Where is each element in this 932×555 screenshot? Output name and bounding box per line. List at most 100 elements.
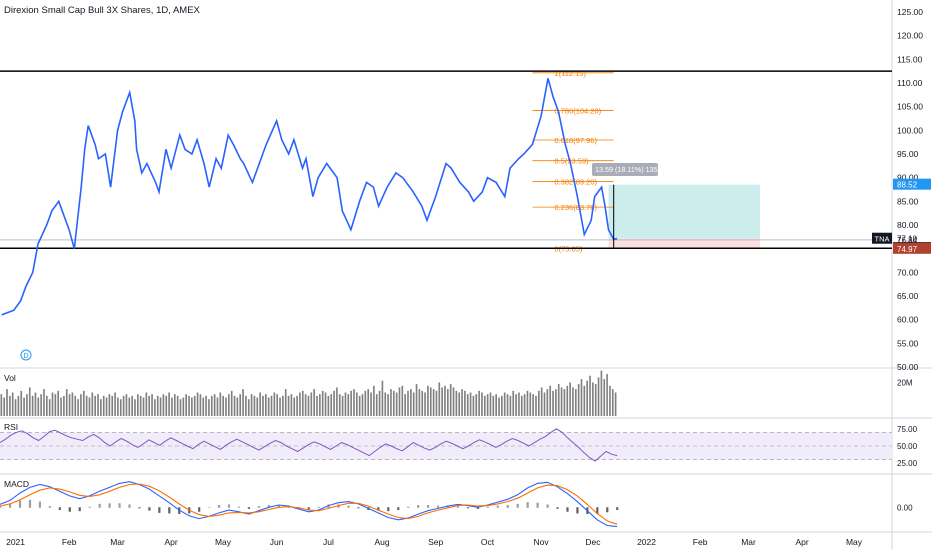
volume-bar	[273, 392, 276, 416]
volume-bar	[506, 394, 509, 416]
macd-histogram-bar	[38, 501, 42, 508]
dividend-marker[interactable]	[20, 349, 32, 361]
volume-bar	[498, 397, 500, 416]
volume-bar	[481, 392, 483, 416]
volume-bar	[46, 395, 48, 416]
volume-bar	[520, 395, 523, 416]
time-axis-tick: Feb	[693, 537, 708, 547]
volume-bar	[287, 395, 290, 416]
volume-bar	[304, 394, 307, 416]
volume-bar	[421, 390, 424, 416]
volume-bar	[105, 397, 108, 416]
volume-bar	[230, 390, 233, 416]
macd-signal-line[interactable]	[0, 483, 618, 525]
macd-histogram-bar	[227, 504, 231, 508]
volume-bar	[529, 392, 532, 416]
volume-bar	[395, 392, 398, 416]
volume-bar	[438, 382, 441, 416]
volume-bar	[253, 395, 256, 416]
volume-bar	[540, 387, 543, 416]
volume-bar	[401, 385, 404, 416]
volume-bar	[182, 397, 185, 416]
volume-bar	[68, 394, 71, 416]
volume-bar	[316, 395, 318, 416]
volume-bar	[466, 394, 469, 416]
rsi-line[interactable]	[0, 428, 618, 462]
macd-histogram-bar	[277, 504, 280, 508]
volume-bar	[557, 384, 560, 416]
volume-bar	[398, 387, 401, 416]
volume-bar	[142, 397, 145, 416]
volume-bar	[606, 374, 608, 416]
volume-bar	[3, 397, 5, 416]
volume-bar	[518, 392, 520, 416]
volume-bar	[14, 399, 17, 416]
volume-bar	[208, 399, 210, 416]
volume-bar	[0, 394, 3, 416]
volume-bar	[307, 395, 310, 416]
rsi-axis-tick: 75.00	[897, 425, 918, 434]
rsi-axis-tick: 50.00	[897, 442, 918, 451]
time-axis-tick: May	[846, 537, 863, 547]
volume-bar	[20, 390, 23, 416]
volume-bar	[611, 389, 614, 416]
volume-bar	[222, 395, 224, 416]
time-axis-tick: Jul	[323, 537, 334, 547]
volume-bar	[569, 382, 571, 416]
macd-histogram-bar	[546, 504, 549, 508]
volume-bar	[111, 395, 114, 416]
volume-bar	[94, 395, 96, 416]
volume-bar	[592, 382, 594, 416]
volume-bar	[486, 394, 489, 416]
volume-bar	[202, 397, 205, 416]
volume-bar	[119, 399, 122, 416]
volume-bar	[43, 389, 45, 416]
macd-histogram-bar	[466, 507, 470, 509]
volume-bar	[122, 395, 125, 416]
volume-bar	[40, 394, 42, 416]
volume-bar	[176, 395, 179, 416]
volume-bar	[418, 389, 421, 416]
price-axis-tick: 100.00	[897, 125, 923, 135]
volume-bar	[321, 390, 324, 416]
price-badge-label: 77.10	[897, 235, 918, 244]
volume-bar	[26, 394, 28, 416]
fib-level-label: 0.382(89.20)	[554, 177, 597, 186]
volume-bar	[523, 394, 526, 416]
volume-bar	[492, 395, 495, 416]
volume-bar	[563, 389, 566, 416]
time-axis-tick: Mar	[110, 537, 125, 547]
volume-bar	[327, 395, 330, 416]
macd-histogram-bar	[68, 507, 71, 512]
macd-histogram-bar	[8, 503, 12, 508]
volume-bar	[361, 394, 364, 416]
volume-bar	[57, 390, 60, 416]
macd-histogram-bar	[446, 505, 450, 508]
price-line[interactable]	[1, 78, 618, 316]
volume-bar	[589, 375, 591, 416]
macd-histogram-bar	[576, 507, 579, 514]
volume-bar	[82, 390, 85, 416]
time-axis-tick: Nov	[534, 537, 550, 547]
volume-bar	[367, 389, 370, 416]
macd-histogram-bar	[257, 506, 261, 508]
macd-line[interactable]	[0, 481, 618, 528]
macd-histogram-bar	[427, 504, 430, 508]
volume-bar	[23, 397, 25, 416]
macd-histogram-bar	[267, 504, 270, 508]
volume-bar	[336, 387, 338, 416]
volume-bar	[188, 395, 190, 416]
macd-histogram-bar	[138, 507, 141, 509]
stop-loss-zone[interactable]	[608, 238, 760, 249]
volume-bar	[583, 385, 586, 416]
macd-histogram-bar	[417, 504, 420, 508]
volume-bar	[165, 395, 168, 416]
volume-bar	[412, 392, 415, 416]
volume-bar	[256, 397, 259, 416]
volume-label: Vol	[4, 373, 16, 383]
time-axis-tick: 2021	[6, 537, 25, 547]
volume-bar	[350, 390, 352, 416]
profit-target-zone[interactable]	[608, 184, 760, 239]
